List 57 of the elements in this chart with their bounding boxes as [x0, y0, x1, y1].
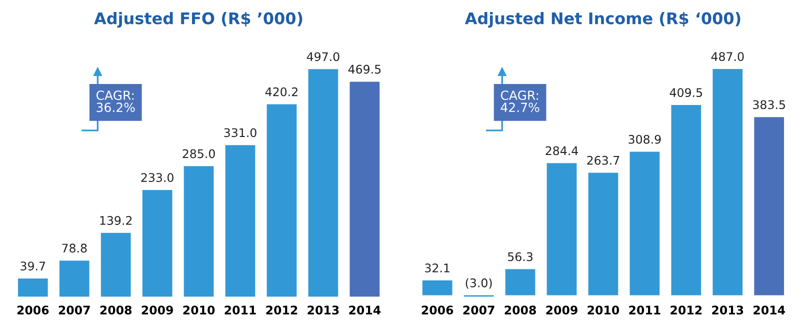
x-tick-label: 2009	[546, 306, 578, 315]
bar	[546, 163, 577, 296]
bar	[59, 260, 90, 297]
bar	[100, 232, 131, 297]
data-label: 497.0	[306, 52, 340, 62]
bar	[225, 145, 256, 297]
x-tick-label: 2012	[266, 306, 298, 315]
x-tick-label: 2011	[629, 306, 660, 315]
bar	[754, 117, 784, 296]
x-tick-label: 2010	[183, 306, 215, 315]
bar	[350, 82, 380, 297]
x-tick-label: 2006	[17, 306, 49, 315]
bar	[712, 68, 743, 296]
data-label: 487.0	[711, 52, 744, 62]
data-label: 308.9	[628, 134, 661, 144]
x-tick-label: 2013	[712, 306, 744, 315]
x-tick-label: 2007	[58, 306, 90, 315]
x-tick-label: 2009	[142, 306, 173, 315]
x-tick-label: 2011	[224, 306, 256, 315]
bar	[588, 172, 618, 296]
data-label: 78.8	[62, 244, 87, 253]
x-tick-label: 2014	[349, 306, 381, 315]
chart-title: Adjusted Net Income (R$ ‘000)	[464, 12, 740, 28]
annotation: CAGR: 42.7%	[500, 90, 540, 112]
x-tick-label: 2008	[504, 306, 536, 315]
x-tick-label: 2006	[422, 306, 454, 315]
data-label: 139.2	[100, 216, 132, 225]
x-tick-label: 2013	[308, 306, 339, 315]
x-tick-label: 2010	[588, 306, 620, 315]
data-label: 284.4	[546, 146, 578, 156]
x-tick-label: 2014	[754, 306, 785, 315]
x-tick-label: 2012	[670, 306, 702, 315]
data-label: 469.5	[348, 64, 381, 74]
annotation: CAGR: 36.2%	[96, 90, 135, 112]
data-label: 383.5	[753, 100, 785, 110]
data-label: 409.5	[670, 88, 702, 98]
data-label: (3.0)	[466, 278, 492, 289]
x-tick-label: 2007	[463, 306, 494, 315]
bar	[505, 269, 536, 296]
data-label: 39.7	[20, 262, 46, 271]
bar	[142, 190, 172, 297]
x-tick-label: 2008	[100, 306, 132, 315]
data-label: 263.7	[587, 156, 620, 165]
data-label: 233.0	[141, 173, 174, 182]
data-label: 56.3	[508, 252, 532, 262]
bar	[184, 166, 214, 297]
data-label: 32.1	[425, 263, 450, 272]
bar	[630, 152, 660, 296]
bar	[266, 104, 297, 297]
bar	[422, 280, 452, 296]
data-label: 420.2	[265, 87, 298, 96]
bar	[308, 69, 338, 297]
bar	[671, 104, 702, 296]
chart-title: Adjusted FFO (R$ ’000)	[94, 12, 302, 28]
data-label: 331.0	[224, 128, 256, 138]
bar	[18, 278, 48, 297]
data-label: 285.0	[182, 149, 215, 158]
